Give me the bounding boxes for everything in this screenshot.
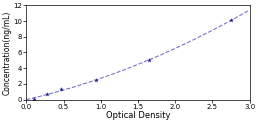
X-axis label: Optical Density: Optical Density [106, 111, 170, 120]
Y-axis label: Concentration(ng/mL): Concentration(ng/mL) [3, 10, 12, 95]
